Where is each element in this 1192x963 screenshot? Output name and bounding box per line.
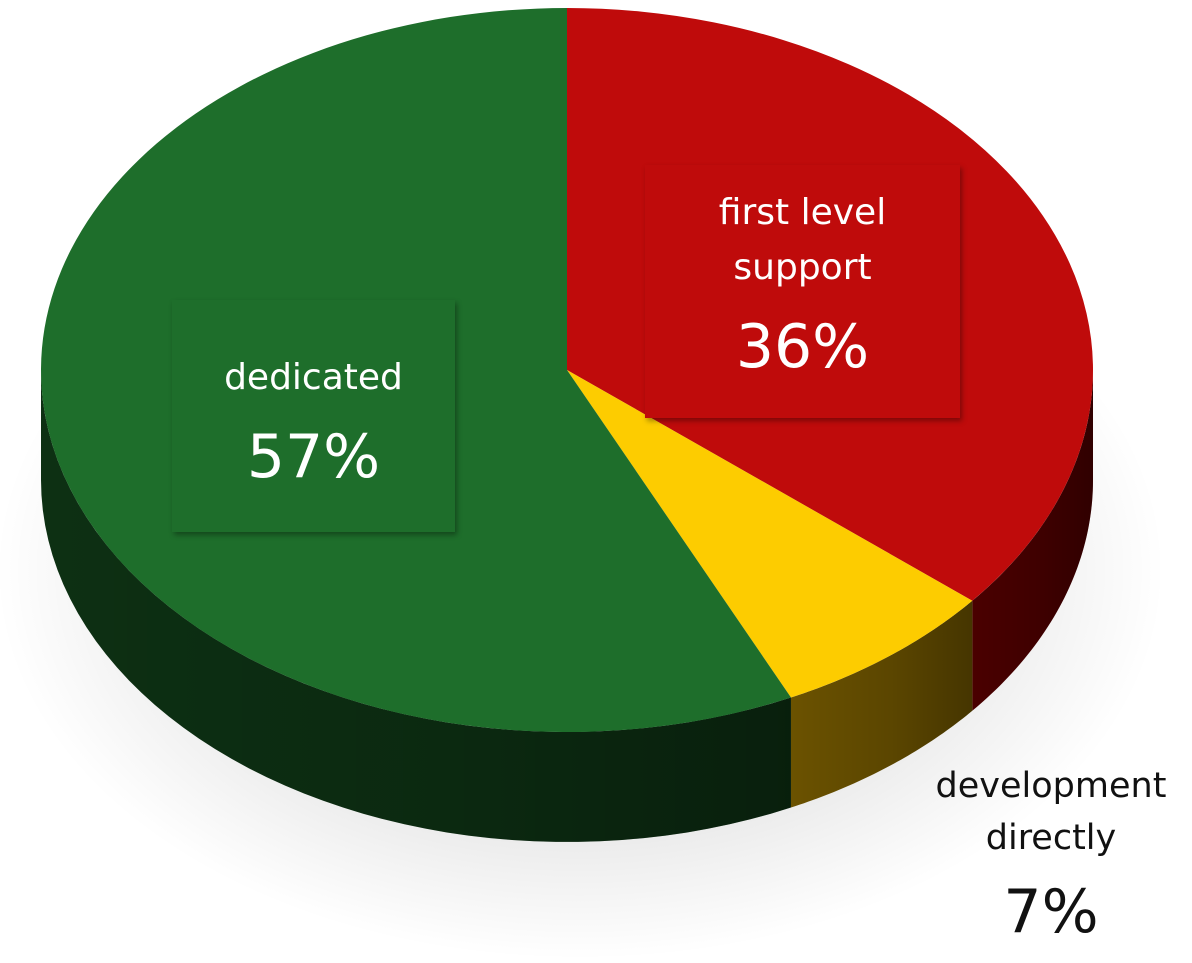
label-dedicated: dedicated 57% xyxy=(172,300,455,532)
label-development-directly-percent: 7% xyxy=(1003,877,1099,947)
label-first-level-support-line2: support xyxy=(733,247,872,288)
label-development-directly: development directly 7% xyxy=(910,760,1192,963)
label-development-directly-line1: development xyxy=(935,766,1167,806)
label-dedicated-percent: 57% xyxy=(246,422,381,492)
label-first-level-support: first level support 36% xyxy=(645,165,960,418)
label-development-directly-line2: directly xyxy=(985,818,1117,858)
label-first-level-support-percent: 36% xyxy=(735,312,870,382)
label-first-level-support-line1: first level xyxy=(718,192,887,233)
pie-side-shade-development-directly xyxy=(790,600,973,808)
pie-slice-development-directly xyxy=(567,370,973,698)
pie-side-shade-first-level-support xyxy=(972,370,1093,711)
label-dedicated-name: dedicated xyxy=(224,357,403,398)
pie-side-shade-dedicated xyxy=(41,370,791,842)
